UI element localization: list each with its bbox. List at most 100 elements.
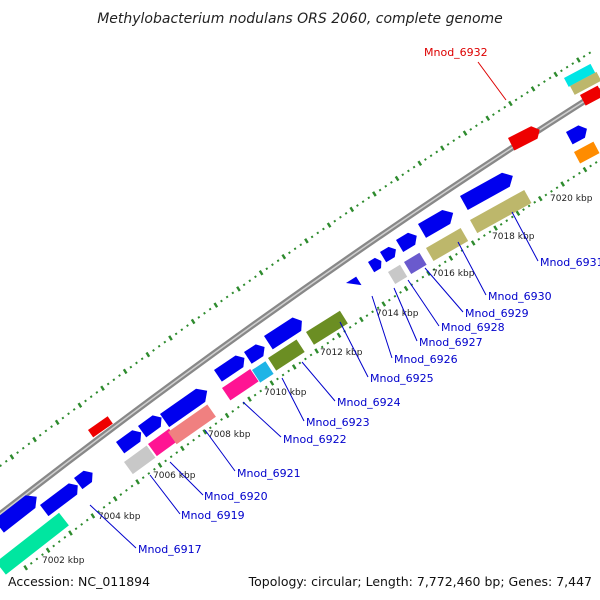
gene-label[interactable]: Mnod_6920 bbox=[204, 490, 268, 503]
gene-feature[interactable] bbox=[470, 189, 532, 234]
tick-mark bbox=[168, 335, 173, 341]
gene-feature[interactable] bbox=[0, 490, 42, 533]
gene-feature[interactable] bbox=[460, 169, 517, 210]
gene-feature[interactable] bbox=[570, 71, 600, 95]
gene-feature[interactable] bbox=[564, 63, 596, 87]
tick-mark bbox=[112, 496, 118, 502]
gene-label[interactable]: Mnod_6923 bbox=[306, 416, 370, 429]
gene-feature[interactable] bbox=[388, 264, 408, 285]
gene-feature[interactable] bbox=[138, 412, 166, 438]
tick-mark bbox=[129, 365, 133, 369]
tick-mark bbox=[548, 76, 552, 80]
gene-feature[interactable] bbox=[0, 512, 69, 575]
gene-feature[interactable] bbox=[426, 228, 469, 261]
gene-label-leader bbox=[477, 61, 507, 101]
tick-mark bbox=[384, 184, 388, 188]
tick-mark bbox=[339, 215, 342, 219]
tick-mark bbox=[378, 188, 382, 192]
gene-label-leader bbox=[407, 279, 440, 327]
tick-mark bbox=[16, 451, 19, 454]
gene-label[interactable]: Mnod_6917 bbox=[138, 543, 202, 556]
gene-feature[interactable] bbox=[566, 123, 590, 145]
tick-mark bbox=[515, 210, 521, 217]
gene-label-leader bbox=[393, 287, 418, 342]
feature-track-lower bbox=[0, 141, 600, 575]
gene-label[interactable]: Mnod_6922 bbox=[283, 433, 347, 446]
gene-label[interactable]: Mnod_6932 bbox=[424, 46, 488, 59]
tick-mark bbox=[27, 442, 31, 446]
tick-mark bbox=[23, 564, 29, 571]
tick-mark bbox=[35, 557, 39, 561]
tick-mark bbox=[118, 374, 121, 377]
gene-label[interactable]: Mnod_6921 bbox=[237, 467, 301, 480]
gene-feature[interactable] bbox=[404, 252, 427, 275]
gene-feature[interactable] bbox=[148, 428, 178, 457]
gene-feature[interactable] bbox=[160, 384, 212, 428]
gene-feature[interactable] bbox=[580, 85, 600, 106]
gene-label[interactable]: Mnod_6930 bbox=[488, 290, 552, 303]
tick-mark bbox=[304, 238, 309, 244]
tick-mark bbox=[29, 561, 33, 565]
gene-label[interactable]: Mnod_6927 bbox=[419, 336, 483, 349]
tick-mark bbox=[522, 208, 525, 211]
tick-mark bbox=[565, 65, 569, 69]
tick-mark bbox=[135, 479, 140, 485]
tick-mark bbox=[44, 429, 48, 433]
gene-feature[interactable] bbox=[214, 352, 248, 382]
gene-feature[interactable] bbox=[396, 230, 420, 253]
tick-mark bbox=[41, 553, 44, 557]
map-title: Methylobacterium nodulans ORS 2060, comp… bbox=[97, 11, 503, 27]
gene-label[interactable]: Mnod_6919 bbox=[181, 509, 245, 522]
tick-mark bbox=[147, 472, 151, 475]
tick-mark bbox=[220, 299, 223, 303]
gene-label[interactable]: Mnod_6929 bbox=[465, 307, 529, 320]
tick-mark bbox=[108, 501, 112, 505]
gene-feature[interactable] bbox=[268, 339, 305, 371]
tick-mark bbox=[153, 467, 156, 471]
gene-feature[interactable] bbox=[40, 480, 82, 517]
tick-mark bbox=[477, 237, 481, 241]
tick-mark bbox=[74, 527, 78, 531]
tick-label: 7016 kbp bbox=[432, 269, 475, 279]
tick-mark bbox=[164, 459, 167, 463]
gene-label-leader bbox=[301, 361, 336, 402]
gene-feature[interactable] bbox=[168, 404, 216, 445]
tick-mark bbox=[443, 260, 447, 264]
tick-mark bbox=[259, 389, 263, 393]
gene-feature[interactable] bbox=[418, 206, 457, 238]
tick-mark bbox=[157, 344, 161, 348]
tick-mark bbox=[367, 196, 371, 200]
gene-feature[interactable] bbox=[124, 445, 156, 475]
tick-mark bbox=[293, 247, 297, 251]
tick-mark bbox=[508, 100, 513, 107]
gene-label[interactable]: Mnod_6931 bbox=[540, 256, 600, 269]
gene-feature[interactable] bbox=[264, 314, 306, 350]
gene-feature[interactable] bbox=[252, 361, 274, 383]
gene-feature[interactable] bbox=[346, 276, 362, 292]
gene-feature[interactable] bbox=[508, 123, 543, 151]
gene-label[interactable]: Mnod_6925 bbox=[370, 372, 434, 385]
gene-feature[interactable] bbox=[222, 368, 259, 401]
tick-labels: 7002 kbp 7004 kbp 7006 kbp 7008 kbp 7010 kbp… bbox=[42, 194, 593, 566]
tick-mark bbox=[415, 279, 419, 283]
gene-label-leader bbox=[339, 321, 369, 378]
gene-label[interactable]: Mnod_6924 bbox=[337, 396, 401, 409]
gene-label[interactable]: Mnod_6928 bbox=[441, 321, 505, 334]
gene-feature[interactable] bbox=[574, 141, 600, 164]
tick-mark bbox=[135, 361, 138, 365]
gene-label[interactable]: Mnod_6926 bbox=[394, 353, 458, 366]
tick-mark bbox=[67, 412, 70, 416]
gene-feature[interactable] bbox=[116, 427, 145, 454]
tick-mark bbox=[533, 200, 537, 204]
gene-feature[interactable] bbox=[368, 256, 384, 273]
tick-mark bbox=[208, 426, 212, 430]
gene-feature[interactable] bbox=[306, 310, 348, 345]
tick-mark bbox=[80, 523, 84, 526]
gene-feature[interactable] bbox=[74, 467, 97, 490]
gene-feature[interactable] bbox=[380, 244, 399, 263]
tick-mark bbox=[503, 105, 507, 109]
tick-mark bbox=[54, 419, 60, 426]
gene-feature[interactable] bbox=[88, 416, 113, 438]
gene-feature[interactable] bbox=[244, 341, 268, 364]
